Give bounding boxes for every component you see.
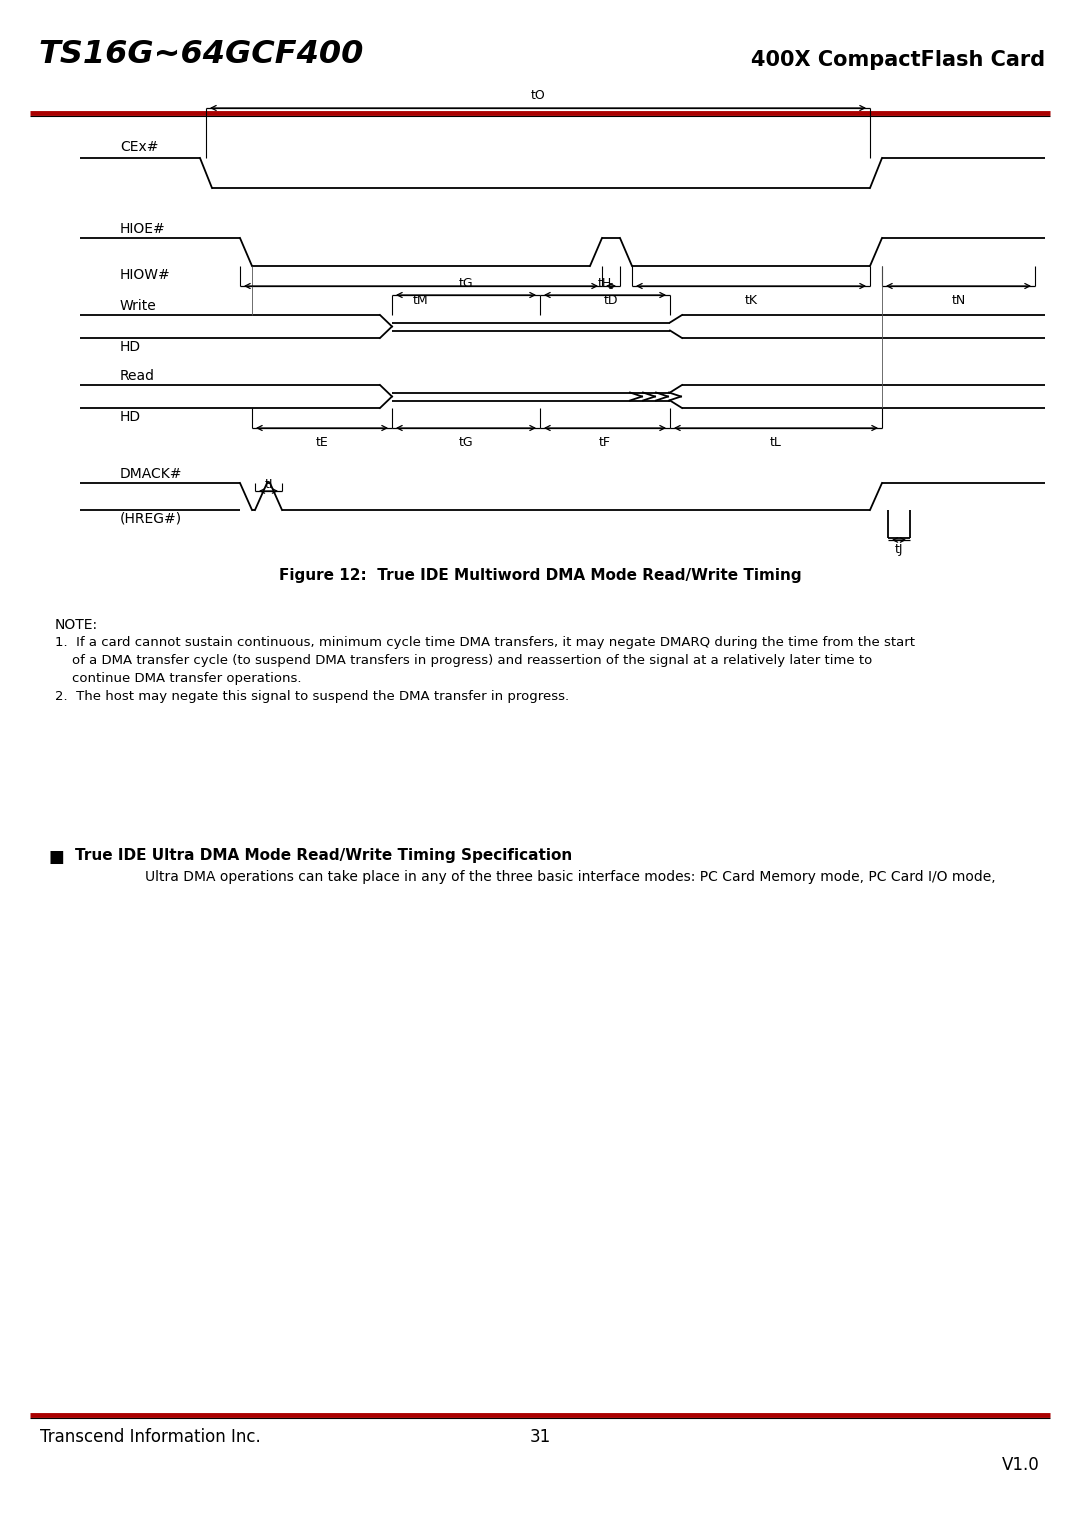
Text: tG: tG [459,435,473,449]
Text: V1.0: V1.0 [1002,1456,1040,1475]
Text: Write: Write [120,299,157,313]
Text: continue DMA transfer operations.: continue DMA transfer operations. [55,672,301,685]
Text: True IDE Ultra DMA Mode Read/Write Timing Specification: True IDE Ultra DMA Mode Read/Write Timin… [75,848,572,863]
Text: 1.  If a card cannot sustain continuous, minimum cycle time DMA transfers, it ma: 1. If a card cannot sustain continuous, … [55,636,915,649]
Text: Read: Read [120,368,156,384]
Text: TS16G~64GCF400: TS16G~64GCF400 [38,40,363,70]
Text: tE: tE [315,435,328,449]
Text: tF: tF [599,435,611,449]
Text: 31: 31 [529,1429,551,1445]
Text: ■: ■ [48,848,64,866]
Text: tG: tG [459,277,473,290]
Text: tM: tM [414,293,429,307]
Text: HD: HD [120,410,141,423]
Text: DMACK#: DMACK# [120,468,183,481]
Text: tH: tH [598,277,612,290]
Text: tI: tI [265,478,273,490]
Text: NOTE:: NOTE: [55,617,98,633]
Text: HD: HD [120,341,141,354]
Text: Transcend Information Inc.: Transcend Information Inc. [40,1429,260,1445]
Text: of a DMA transfer cycle (to suspend DMA transfers in progress) and reassertion o: of a DMA transfer cycle (to suspend DMA … [55,654,873,668]
Text: 2.  The host may negate this signal to suspend the DMA transfer in progress.: 2. The host may negate this signal to su… [55,691,569,703]
Text: tJ: tJ [894,542,903,556]
Text: Ultra DMA operations can take place in any of the three basic interface modes: P: Ultra DMA operations can take place in a… [145,869,996,885]
Text: HIOW#: HIOW# [120,267,171,283]
Text: tN: tN [951,293,966,307]
Text: HIOE#: HIOE# [120,222,165,235]
Text: 400X CompactFlash Card: 400X CompactFlash Card [751,50,1045,70]
Text: tK: tK [744,293,757,307]
Text: (HREG#): (HREG#) [120,512,183,526]
Text: tO: tO [530,89,545,102]
Text: Figure 12:  True IDE Multiword DMA Mode Read/Write Timing: Figure 12: True IDE Multiword DMA Mode R… [279,568,801,584]
Text: CEx#: CEx# [120,141,159,154]
Text: tD: tD [604,293,618,307]
Text: tL: tL [770,435,782,449]
